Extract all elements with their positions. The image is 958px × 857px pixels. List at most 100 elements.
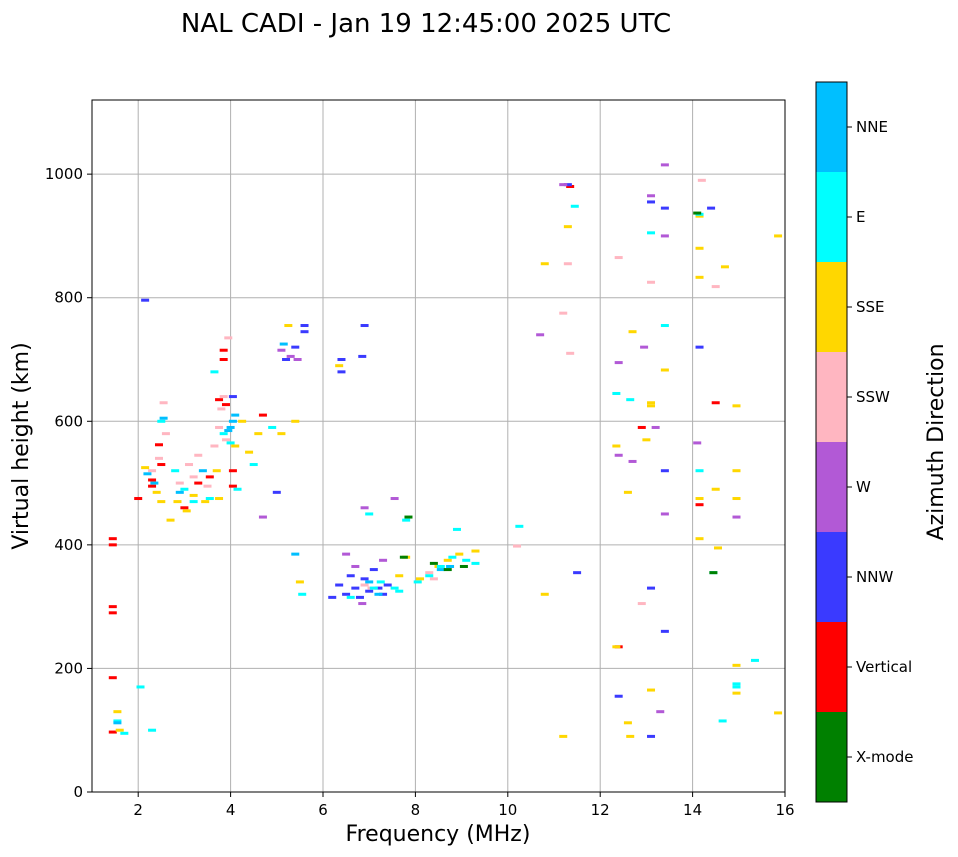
echo-point-sse xyxy=(395,574,404,578)
colorbar-category-label: Vertical xyxy=(856,658,912,676)
echo-point-e xyxy=(210,370,219,374)
chart-title: NAL CADI - Jan 19 12:45:00 2025 UTC xyxy=(181,9,671,39)
echo-point-ssw xyxy=(189,475,198,479)
echo-point-x-mode xyxy=(404,515,413,519)
echo-point-x-mode xyxy=(459,564,468,568)
echo-point-nne xyxy=(436,568,445,572)
echo-point-sse xyxy=(732,404,741,408)
y-tick-label: 800 xyxy=(54,289,83,307)
echo-point-ssw xyxy=(203,484,212,488)
echo-point-sse xyxy=(215,497,224,501)
echo-point-nnw xyxy=(360,324,369,328)
echo-point-sse xyxy=(113,710,122,714)
colorbar-label: Azimuth Direction xyxy=(924,343,949,540)
colorbar-swatch xyxy=(816,622,847,712)
echo-point-nnw xyxy=(383,583,392,587)
echo-point-e xyxy=(612,391,621,395)
colorbar-category-label: SSE xyxy=(856,298,885,316)
echo-point-nnw xyxy=(141,298,150,302)
colorbar-category-label: SSW xyxy=(856,388,890,406)
echo-point-vertical xyxy=(711,401,720,405)
echo-point-w xyxy=(640,345,649,349)
plot-grid xyxy=(92,100,785,792)
echo-point-e xyxy=(515,524,524,528)
echo-point-w xyxy=(660,163,669,167)
colorbar-swatch xyxy=(816,532,847,622)
echo-point-nne xyxy=(446,564,455,568)
echo-point-sse xyxy=(612,444,621,448)
echo-point-e xyxy=(219,432,228,436)
echo-point-e xyxy=(233,487,242,491)
plot-points xyxy=(108,163,783,738)
echo-point-nnw xyxy=(355,595,364,599)
echo-point-x-mode xyxy=(709,571,718,575)
echo-point-sse xyxy=(695,275,704,279)
echo-point-e xyxy=(346,595,355,599)
echo-point-sse xyxy=(231,444,240,448)
echo-point-e xyxy=(660,324,669,328)
echo-point-sse xyxy=(295,580,304,584)
echo-point-vertical xyxy=(180,506,189,510)
echo-point-ssw xyxy=(185,463,194,467)
x-tick-label: 12 xyxy=(591,801,610,819)
echo-point-e xyxy=(189,500,198,504)
x-tick-label: 16 xyxy=(775,801,794,819)
echo-point-nnw xyxy=(342,592,351,596)
echo-point-sse xyxy=(455,552,464,556)
echo-point-e xyxy=(157,419,166,423)
echo-point-e xyxy=(136,685,145,689)
echo-point-sse xyxy=(647,688,656,692)
echo-point-nnw xyxy=(291,345,300,349)
echo-point-nne xyxy=(228,419,237,423)
echo-point-sse xyxy=(245,450,254,454)
echo-point-sse xyxy=(695,246,704,250)
echo-point-ssw xyxy=(221,438,230,442)
echo-point-nne xyxy=(159,416,168,420)
echo-point-ssw xyxy=(711,285,720,289)
colorbar-category-label: X-mode xyxy=(856,748,913,766)
echo-point-sse xyxy=(695,497,704,501)
echo-point-x-mode xyxy=(443,568,452,572)
echo-point-nne xyxy=(231,413,240,417)
echo-point-sse xyxy=(732,497,741,501)
echo-point-vertical xyxy=(134,497,143,501)
echo-point-sse xyxy=(711,487,720,491)
echo-point-nne xyxy=(143,472,152,476)
echo-point-e xyxy=(471,561,480,565)
colorbar-category-label: NNW xyxy=(856,568,893,586)
echo-point-sse xyxy=(774,234,783,238)
y-tick-label: 400 xyxy=(54,536,83,554)
echo-point-w xyxy=(536,333,545,337)
echo-point-ssw xyxy=(429,577,438,581)
echo-point-vertical xyxy=(108,611,117,615)
echo-point-e xyxy=(148,728,157,732)
colorbar-swatch xyxy=(816,352,847,442)
colorbar-swatch xyxy=(816,172,847,262)
echo-point-ssw xyxy=(224,336,233,340)
echo-point-ssw xyxy=(360,583,369,587)
echo-point-nnw xyxy=(358,354,367,358)
echo-point-vertical xyxy=(228,484,237,488)
echo-point-vertical xyxy=(108,537,117,541)
echo-point-e xyxy=(452,527,461,531)
echo-point-e xyxy=(436,564,445,568)
echo-point-sse xyxy=(720,265,729,269)
echo-point-w xyxy=(390,497,399,501)
echo-point-w xyxy=(277,348,286,352)
echo-point-e xyxy=(695,469,704,473)
echo-point-nnw xyxy=(369,568,378,572)
echo-point-sse xyxy=(732,469,741,473)
echo-point-ssw xyxy=(614,256,623,260)
echo-point-nnw xyxy=(337,358,346,361)
echo-point-sse xyxy=(157,500,166,504)
echo-point-ssw xyxy=(219,395,228,399)
echo-point-sse xyxy=(628,330,637,334)
echo-point-w xyxy=(351,564,360,568)
echo-point-vertical xyxy=(205,475,214,479)
echo-point-sse xyxy=(563,225,572,229)
colorbar-swatch xyxy=(816,262,847,352)
echo-point-sse xyxy=(277,432,286,436)
colorbar-swatch xyxy=(816,442,847,532)
echo-point-nnw xyxy=(614,694,623,698)
